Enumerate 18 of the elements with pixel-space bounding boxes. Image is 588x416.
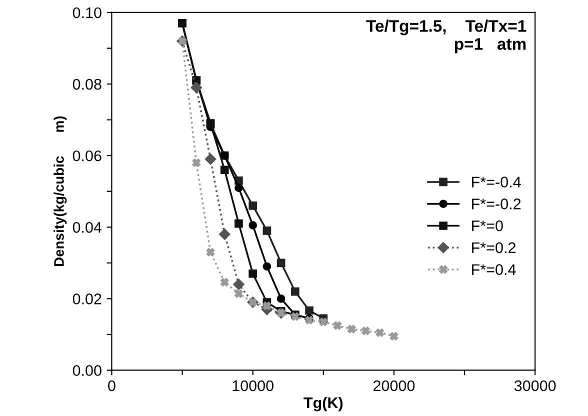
- y-tick-label: 0.06: [72, 150, 102, 162]
- y-tick-label: 0.00: [72, 365, 102, 376]
- y-tick-label: 0.10: [72, 7, 102, 18]
- y-axis-title: Density(kg/cubic m): [54, 116, 67, 266]
- x-axis-title: Tg(K): [304, 396, 343, 412]
- legend-label: F*=-0.2: [472, 198, 521, 210]
- x-tick-label: 10000: [232, 380, 274, 392]
- y-tick-label: 0.04: [72, 222, 102, 233]
- legend-label: F*=0.2: [472, 242, 516, 254]
- y-tick-label: 0.08: [72, 78, 102, 90]
- y-tick-label: 0.02: [72, 294, 102, 304]
- annotation: Te/Tg=1.5, Te/Tx=1 p=1 atm: [366, 20, 526, 54]
- x-tick-label: 30000: [514, 380, 556, 392]
- x-tick-label: 0: [108, 380, 116, 392]
- legend-label: F*=0.4: [472, 264, 516, 275]
- legend-label: F*=-0.4: [472, 176, 521, 188]
- x-tick-label: 20000: [373, 380, 415, 392]
- legend-label: F*=0: [472, 220, 503, 232]
